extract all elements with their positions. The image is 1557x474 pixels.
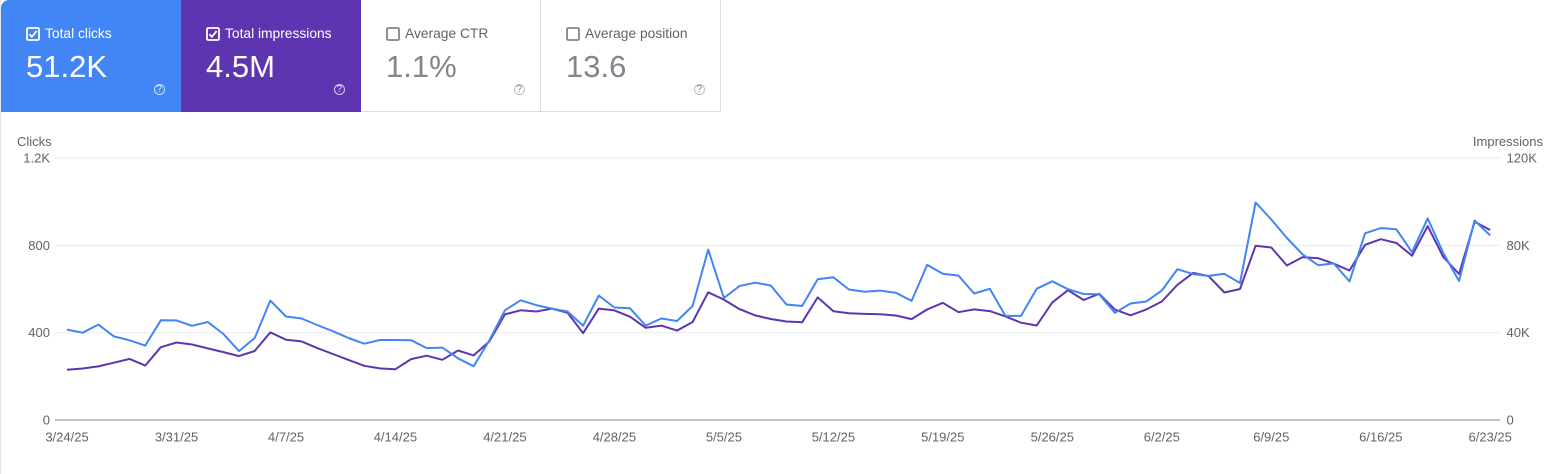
svg-text:4/28/25: 4/28/25 (593, 430, 636, 445)
svg-text:5/26/25: 5/26/25 (1031, 430, 1074, 445)
svg-text:5/19/25: 5/19/25 (921, 430, 964, 445)
svg-text:40K: 40K (1507, 325, 1530, 340)
svg-text:6/16/25: 6/16/25 (1359, 430, 1402, 445)
svg-text:6/9/25: 6/9/25 (1253, 430, 1289, 445)
svg-text:1.2K: 1.2K (23, 151, 50, 166)
svg-text:800: 800 (28, 238, 50, 253)
svg-text:400: 400 (28, 325, 50, 340)
svg-text:0: 0 (1507, 413, 1514, 428)
svg-text:3/24/25: 3/24/25 (45, 430, 88, 445)
svg-text:4/21/25: 4/21/25 (483, 430, 526, 445)
svg-text:4/7/25: 4/7/25 (268, 430, 304, 445)
svg-text:0: 0 (43, 413, 50, 428)
svg-text:Impressions: Impressions (1473, 134, 1544, 149)
svg-text:4/14/25: 4/14/25 (374, 430, 417, 445)
svg-text:6/2/25: 6/2/25 (1144, 430, 1180, 445)
svg-text:6/23/25: 6/23/25 (1469, 430, 1512, 445)
svg-text:5/5/25: 5/5/25 (706, 430, 742, 445)
svg-text:120K: 120K (1507, 151, 1538, 166)
svg-text:80K: 80K (1507, 238, 1530, 253)
svg-text:Clicks: Clicks (17, 134, 52, 149)
svg-text:5/12/25: 5/12/25 (812, 430, 855, 445)
svg-text:3/31/25: 3/31/25 (155, 430, 198, 445)
